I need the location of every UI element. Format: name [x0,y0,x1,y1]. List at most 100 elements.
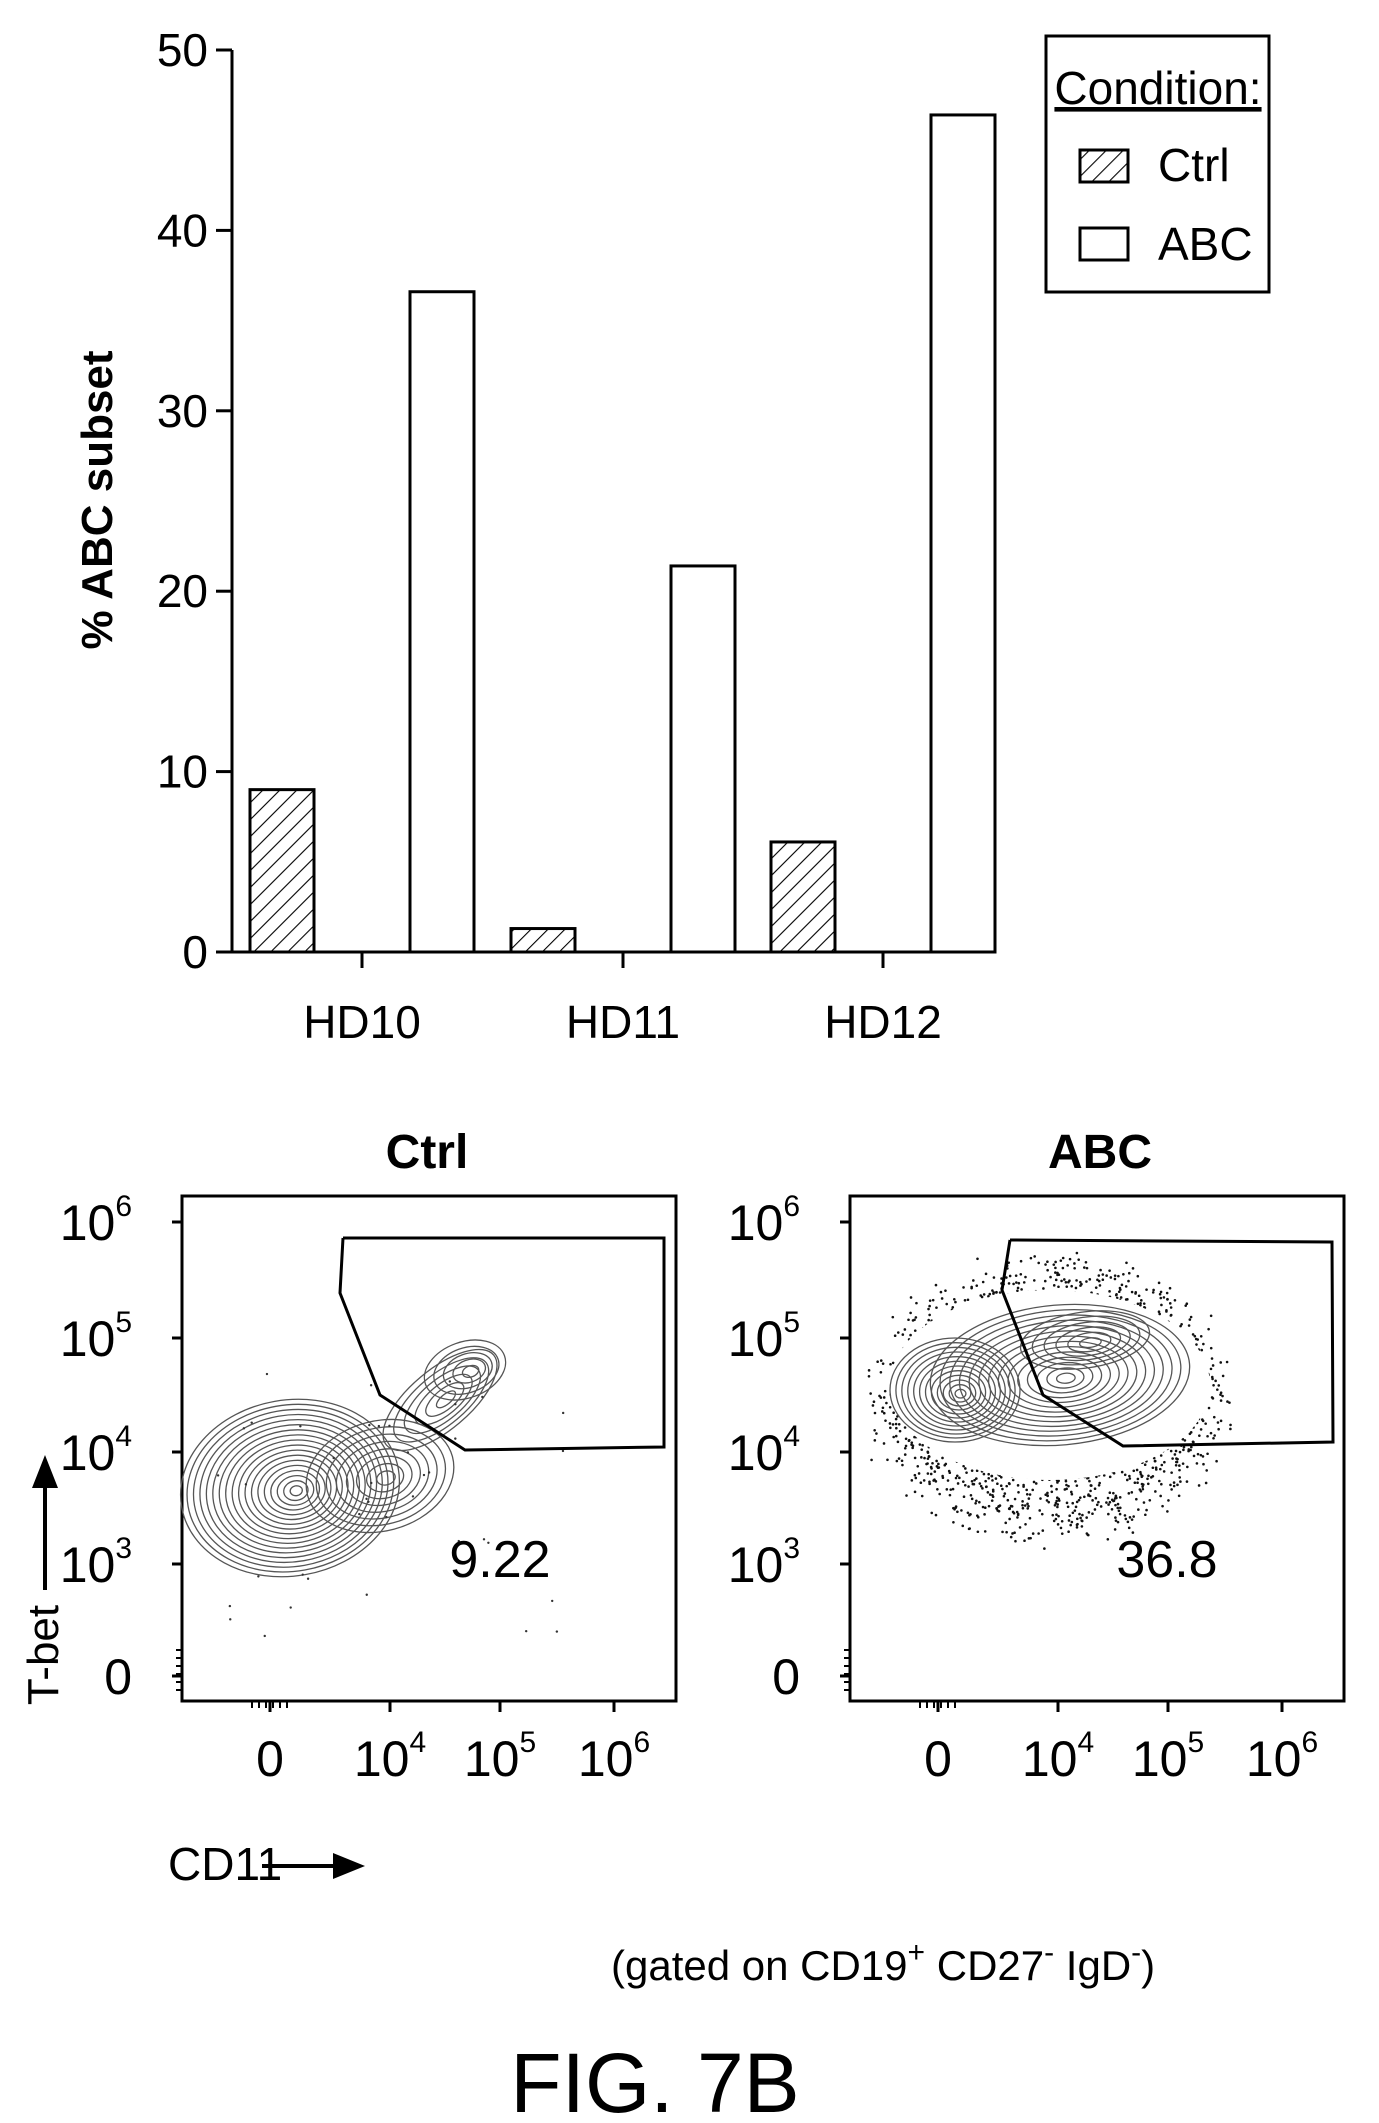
event-dot [1202,1462,1205,1466]
event-dot [1061,1256,1065,1260]
event-dot [1073,1262,1076,1265]
event-dot [951,1305,955,1309]
event-dot [913,1456,917,1460]
event-dot [981,1280,985,1284]
event-dot [1023,1504,1027,1507]
event-dot [981,1487,984,1490]
event-dot [1154,1466,1158,1469]
event-dot [1052,1284,1056,1287]
event-dot [1034,1482,1038,1485]
contour-line [949,1314,1173,1437]
event-dot [875,1432,878,1435]
event-dot [385,1515,388,1519]
event-dot [1153,1459,1157,1463]
event-dot [299,1425,302,1428]
event-dot [1011,1478,1015,1482]
event-dot [936,1487,939,1491]
event-dot [1199,1428,1203,1431]
event-dot [879,1359,883,1362]
event-dot [1134,1292,1137,1295]
event-dot [1080,1525,1084,1528]
event-dot [1123,1473,1127,1477]
flow-y-tick-label: 103 [728,1532,800,1593]
event-dot [911,1446,914,1450]
event-dot [365,1593,368,1596]
event-dot [1120,1470,1124,1474]
event-dot [1159,1494,1162,1498]
contour-line [907,1351,1006,1431]
event-dot [1217,1384,1221,1387]
event-dot [888,1422,892,1425]
flow-y-tick-label: 106 [728,1190,800,1251]
contour-line [1019,1310,1151,1370]
event-dot [938,1492,941,1496]
event-dot [893,1334,897,1337]
event-dot [1075,1500,1079,1504]
event-dot [1184,1304,1188,1307]
event-dot [1125,1478,1129,1482]
event-dot [1178,1450,1182,1454]
event-dot [1112,1499,1115,1503]
event-dot [903,1453,907,1456]
event-dot [1136,1302,1140,1306]
event-dot [244,1483,248,1486]
event-dot [365,1497,368,1501]
event-dot [1169,1306,1173,1309]
event-dot [1087,1493,1090,1496]
event-dot [1045,1499,1049,1502]
contour-line [1043,1320,1131,1362]
contour-line [237,1444,349,1535]
event-dot [1114,1495,1118,1499]
event-dot [1066,1505,1070,1509]
event-dot [965,1471,968,1474]
event-dot [882,1442,886,1445]
event-dot [1118,1512,1122,1516]
event-dot [1141,1485,1144,1488]
event-dot [1017,1491,1020,1494]
event-dot [1135,1497,1138,1501]
event-dot [1075,1517,1079,1521]
event-dot [909,1296,913,1299]
event-dot [1182,1448,1185,1452]
event-dot [926,1451,930,1454]
event-dot [481,1395,484,1399]
event-dot [1169,1449,1173,1453]
event-dot [1229,1427,1232,1431]
y-tick-label: 10 [157,746,208,798]
contour-line [270,1469,321,1511]
event-dot [990,1499,994,1502]
contour-line [218,1429,366,1549]
event-dot [1088,1278,1092,1281]
legend-entry-abc: ABC [1158,218,1253,270]
event-dot [1143,1463,1147,1467]
event-dot [1077,1258,1080,1261]
event-dot [1206,1434,1209,1438]
contour-line [997,1340,1129,1413]
event-dot [931,1298,935,1302]
event-dot [1027,1497,1031,1500]
event-dot [1160,1482,1163,1486]
event-dot [946,1479,950,1482]
event-dot [926,1472,930,1475]
event-dot [1119,1296,1123,1299]
event-dot [1133,1481,1137,1484]
event-dot [377,1424,381,1428]
event-dot [996,1482,999,1486]
event-dot [1127,1279,1130,1283]
event-dot [962,1480,965,1483]
event-dot [1056,1505,1059,1509]
event-dot [1139,1301,1142,1305]
event-dot [1128,1474,1131,1478]
event-dot [1127,1526,1131,1530]
event-dot [1094,1496,1098,1500]
flow-y-tick-label: 104 [728,1420,800,1481]
event-dot [975,1284,979,1287]
event-dot [928,1480,931,1484]
event-dot [1107,1503,1110,1506]
event-dot [1185,1302,1189,1306]
event-dot [920,1448,924,1451]
event-dot [929,1465,933,1469]
event-dot [1123,1514,1127,1517]
event-dot [939,1290,943,1294]
event-dot [1200,1348,1204,1352]
